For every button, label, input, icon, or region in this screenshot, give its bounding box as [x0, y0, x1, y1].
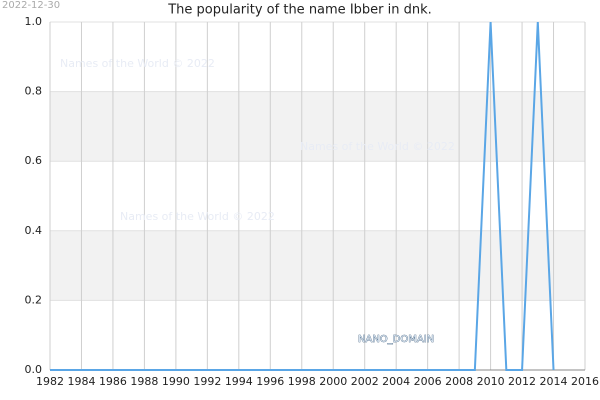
y-tick-label: 0.2 [25, 293, 43, 306]
x-tick-label: 2004 [382, 375, 410, 388]
x-tick-label: 1994 [225, 375, 253, 388]
x-tick-label: 2012 [508, 375, 536, 388]
y-tick-label: 1.0 [25, 15, 43, 28]
x-tick-label: 1988 [130, 375, 158, 388]
x-tick-label: 2010 [477, 375, 505, 388]
x-tick-label: 2000 [319, 375, 347, 388]
x-tick-label: 1996 [256, 375, 284, 388]
x-tick-label: 1998 [288, 375, 316, 388]
x-tick-label: 1982 [36, 375, 64, 388]
y-tick-label: 0.4 [25, 224, 43, 237]
y-tick-label: 0.6 [25, 154, 43, 167]
y-tick-label: 0.8 [25, 85, 43, 98]
x-tick-label: 1986 [99, 375, 127, 388]
watermark: Names of the World © 2022 [60, 57, 215, 70]
y-tick-label: 0.0 [25, 363, 43, 376]
chart-title: The popularity of the name Ibber in dnk. [167, 3, 432, 18]
watermark: Names of the World © 2022 [300, 140, 455, 153]
watermark: Names of the World © 2022 [120, 210, 275, 223]
x-tick-label: 1992 [193, 375, 221, 388]
x-tick-label: 2002 [351, 375, 379, 388]
band [50, 230, 585, 301]
x-tick-label: 2016 [571, 375, 599, 388]
line [50, 21, 555, 371]
date-stamp: 2022-12-30 [2, 0, 60, 11]
watermark: NANO_DOMAIN [358, 334, 434, 345]
x-tick-label: 2014 [540, 375, 568, 388]
x-tick-label: 1990 [162, 375, 190, 388]
x-tick-label: 2006 [414, 375, 442, 388]
x-tick-label: 1984 [67, 375, 95, 388]
x-tick-label: 2008 [445, 375, 473, 388]
